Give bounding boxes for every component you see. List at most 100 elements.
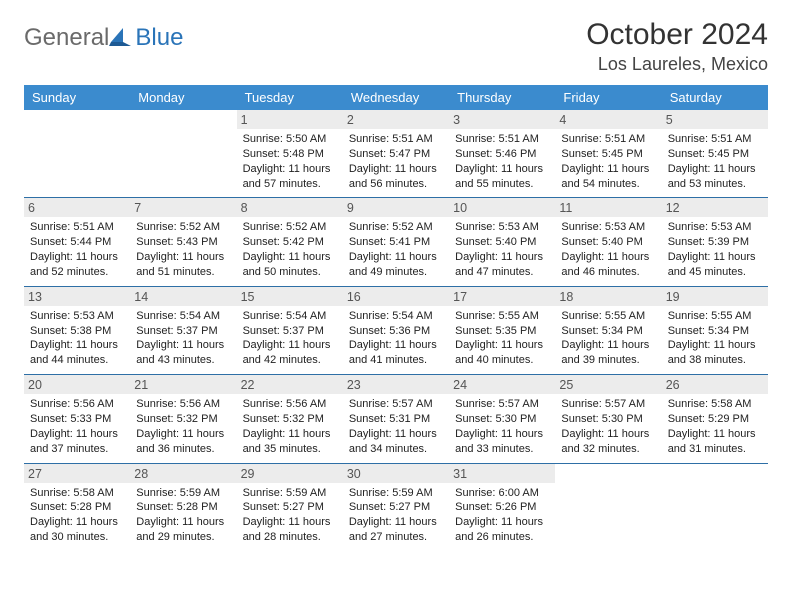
calendar-day-cell: 14 Sunrise: 5:54 AMSunset: 5:37 PMDayligh… bbox=[130, 286, 236, 374]
day-number: 23 bbox=[343, 375, 449, 394]
day-number: 25 bbox=[555, 375, 661, 394]
weekday-header: Friday bbox=[555, 85, 661, 110]
day-number: 13 bbox=[24, 287, 130, 306]
calendar-day-cell: . bbox=[555, 463, 661, 551]
day-number: 26 bbox=[662, 375, 768, 394]
day-number: 8 bbox=[237, 198, 343, 217]
day-details: Sunrise: 5:53 AMSunset: 5:38 PMDaylight:… bbox=[30, 309, 124, 368]
day-details: Sunrise: 5:58 AMSunset: 5:29 PMDaylight:… bbox=[668, 397, 762, 456]
day-number: 28 bbox=[130, 464, 236, 483]
title-block: October 2024 Los Laureles, Mexico bbox=[586, 18, 768, 75]
calendar-day-cell: 5Sunrise: 5:51 AMSunset: 5:45 PMDaylight… bbox=[662, 110, 768, 198]
calendar-day-cell: 21Sunrise: 5:56 AMSunset: 5:32 PMDayligh… bbox=[130, 375, 236, 463]
weekday-header: Tuesday bbox=[237, 85, 343, 110]
day-details: Sunrise: 5:59 AMSunset: 5:27 PMDaylight:… bbox=[349, 486, 443, 545]
calendar-day-cell: 12Sunrise: 5:53 AMSunset: 5:39 PMDayligh… bbox=[662, 198, 768, 286]
day-number: 14 bbox=[130, 287, 236, 306]
calendar-day-cell: 1Sunrise: 5:50 AMSunset: 5:48 PMDaylight… bbox=[237, 110, 343, 198]
day-details: Sunrise: 5:54 AMSunset: 5:37 PMDaylight:… bbox=[243, 309, 337, 368]
calendar-day-cell: 25 Sunrise: 5:57 AMSunset: 5:30 PMDayligh… bbox=[555, 375, 661, 463]
calendar-week-row: 6 Sunrise: 5:51 AMSunset: 5:44 PMDaylight… bbox=[24, 198, 768, 286]
day-number: 29 bbox=[237, 464, 343, 483]
day-details: Sunrise: 5:54 AMSunset: 5:36 PMDaylight:… bbox=[349, 309, 443, 368]
calendar-day-cell: 23 Sunrise: 5:57 AMSunset: 5:31 PMDayligh… bbox=[343, 375, 449, 463]
day-number: 4 bbox=[555, 110, 661, 129]
logo-text-blue: Blue bbox=[135, 24, 183, 52]
day-details: Sunrise: 5:55 AMSunset: 5:34 PMDaylight:… bbox=[561, 309, 655, 368]
calendar-day-cell: 29 Sunrise: 5:59 AMSunset: 5:27 PMDayligh… bbox=[237, 463, 343, 551]
calendar-day-cell: 6 Sunrise: 5:51 AMSunset: 5:44 PMDaylight… bbox=[24, 198, 130, 286]
calendar-day-cell: 2 Sunrise: 5:51 AMSunset: 5:47 PMDaylight… bbox=[343, 110, 449, 198]
page-title: October 2024 bbox=[586, 18, 768, 52]
calendar-day-cell: . bbox=[24, 110, 130, 198]
day-details: Sunrise: 5:57 AMSunset: 5:30 PMDaylight:… bbox=[561, 397, 655, 456]
day-details: Sunrise: 5:53 AMSunset: 5:40 PMDaylight:… bbox=[561, 220, 655, 279]
weekday-header: Thursday bbox=[449, 85, 555, 110]
calendar-week-row: 20Sunrise: 5:56 AMSunset: 5:33 PMDayligh… bbox=[24, 375, 768, 463]
weekday-header: Sunday bbox=[24, 85, 130, 110]
calendar-day-cell: 9Sunrise: 5:52 AMSunset: 5:41 PMDaylight… bbox=[343, 198, 449, 286]
day-number: 7 bbox=[130, 198, 236, 217]
day-number: 2 bbox=[343, 110, 449, 129]
day-details: Sunrise: 5:57 AMSunset: 5:31 PMDaylight:… bbox=[349, 397, 443, 456]
day-number: 17 bbox=[449, 287, 555, 306]
calendar-day-cell: 17 Sunrise: 5:55 AMSunset: 5:35 PMDayligh… bbox=[449, 286, 555, 374]
calendar-day-cell: . bbox=[662, 463, 768, 551]
day-details: Sunrise: 5:56 AMSunset: 5:32 PMDaylight:… bbox=[243, 397, 337, 456]
day-details: Sunrise: 5:59 AMSunset: 5:27 PMDaylight:… bbox=[243, 486, 337, 545]
calendar-week-row: 13 Sunrise: 5:53 AMSunset: 5:38 PMDayligh… bbox=[24, 286, 768, 374]
day-number: 19 bbox=[662, 287, 768, 306]
day-details: Sunrise: 5:58 AMSunset: 5:28 PMDaylight:… bbox=[30, 486, 124, 545]
day-number: 3 bbox=[449, 110, 555, 129]
calendar-day-cell: 3 Sunrise: 5:51 AMSunset: 5:46 PMDaylight… bbox=[449, 110, 555, 198]
day-details: Sunrise: 5:52 AMSunset: 5:43 PMDaylight:… bbox=[136, 220, 230, 279]
calendar-day-cell: 10Sunrise: 5:53 AMSunset: 5:40 PMDayligh… bbox=[449, 198, 555, 286]
calendar-day-cell: 30Sunrise: 5:59 AMSunset: 5:27 PMDayligh… bbox=[343, 463, 449, 551]
calendar-day-cell: 24Sunrise: 5:57 AMSunset: 5:30 PMDayligh… bbox=[449, 375, 555, 463]
day-details: Sunrise: 5:51 AMSunset: 5:46 PMDaylight:… bbox=[455, 132, 549, 191]
day-number: 27 bbox=[24, 464, 130, 483]
calendar-day-cell: 28 Sunrise: 5:59 AMSunset: 5:28 PMDayligh… bbox=[130, 463, 236, 551]
day-details: Sunrise: 5:59 AMSunset: 5:28 PMDaylight:… bbox=[136, 486, 230, 545]
calendar-day-cell: 26 Sunrise: 5:58 AMSunset: 5:29 PMDayligh… bbox=[662, 375, 768, 463]
day-details: Sunrise: 5:52 AMSunset: 5:42 PMDaylight:… bbox=[243, 220, 337, 279]
location-label: Los Laureles, Mexico bbox=[586, 54, 768, 75]
day-details: Sunrise: 5:55 AMSunset: 5:35 PMDaylight:… bbox=[455, 309, 549, 368]
day-details: Sunrise: 5:53 AMSunset: 5:39 PMDaylight:… bbox=[668, 220, 762, 279]
calendar-day-cell: 4Sunrise: 5:51 AMSunset: 5:45 PMDaylight… bbox=[555, 110, 661, 198]
calendar-day-cell: 19 Sunrise: 5:55 AMSunset: 5:34 PMDayligh… bbox=[662, 286, 768, 374]
day-number: 22 bbox=[237, 375, 343, 394]
calendar-week-row: 27 Sunrise: 5:58 AMSunset: 5:28 PMDayligh… bbox=[24, 463, 768, 551]
header: General Blue October 2024 Los Laureles, … bbox=[24, 18, 768, 75]
day-number: 5 bbox=[662, 110, 768, 129]
calendar-day-cell: . bbox=[130, 110, 236, 198]
weekday-header: Saturday bbox=[662, 85, 768, 110]
calendar-day-cell: 20Sunrise: 5:56 AMSunset: 5:33 PMDayligh… bbox=[24, 375, 130, 463]
day-number: 10 bbox=[449, 198, 555, 217]
day-details: Sunrise: 6:00 AMSunset: 5:26 PMDaylight:… bbox=[455, 486, 549, 545]
calendar-day-cell: 8 Sunrise: 5:52 AMSunset: 5:42 PMDaylight… bbox=[237, 198, 343, 286]
calendar-day-cell: 27 Sunrise: 5:58 AMSunset: 5:28 PMDayligh… bbox=[24, 463, 130, 551]
day-number: 31 bbox=[449, 464, 555, 483]
day-number: 20 bbox=[24, 375, 130, 394]
calendar-day-cell: 18Sunrise: 5:55 AMSunset: 5:34 PMDayligh… bbox=[555, 286, 661, 374]
day-details: Sunrise: 5:57 AMSunset: 5:30 PMDaylight:… bbox=[455, 397, 549, 456]
calendar-week-row: ..1Sunrise: 5:50 AMSunset: 5:48 PMDaylig… bbox=[24, 110, 768, 198]
logo-text-general: General bbox=[24, 24, 109, 52]
calendar-table: SundayMondayTuesdayWednesdayThursdayFrid… bbox=[24, 85, 768, 551]
weekday-header: Wednesday bbox=[343, 85, 449, 110]
calendar-day-cell: 15Sunrise: 5:54 AMSunset: 5:37 PMDayligh… bbox=[237, 286, 343, 374]
day-number: 1 bbox=[237, 110, 343, 129]
day-details: Sunrise: 5:55 AMSunset: 5:34 PMDaylight:… bbox=[668, 309, 762, 368]
calendar-day-cell: 7 Sunrise: 5:52 AMSunset: 5:43 PMDaylight… bbox=[130, 198, 236, 286]
calendar-day-cell: 16Sunrise: 5:54 AMSunset: 5:36 PMDayligh… bbox=[343, 286, 449, 374]
day-details: Sunrise: 5:51 AMSunset: 5:47 PMDaylight:… bbox=[349, 132, 443, 191]
day-details: Sunrise: 5:51 AMSunset: 5:44 PMDaylight:… bbox=[30, 220, 124, 279]
calendar-day-cell: 22 Sunrise: 5:56 AMSunset: 5:32 PMDayligh… bbox=[237, 375, 343, 463]
weekday-header: Monday bbox=[130, 85, 236, 110]
logo: General Blue bbox=[24, 18, 183, 52]
day-details: Sunrise: 5:54 AMSunset: 5:37 PMDaylight:… bbox=[136, 309, 230, 368]
weekday-header-row: SundayMondayTuesdayWednesdayThursdayFrid… bbox=[24, 85, 768, 110]
day-details: Sunrise: 5:52 AMSunset: 5:41 PMDaylight:… bbox=[349, 220, 443, 279]
day-number: 6 bbox=[24, 198, 130, 217]
